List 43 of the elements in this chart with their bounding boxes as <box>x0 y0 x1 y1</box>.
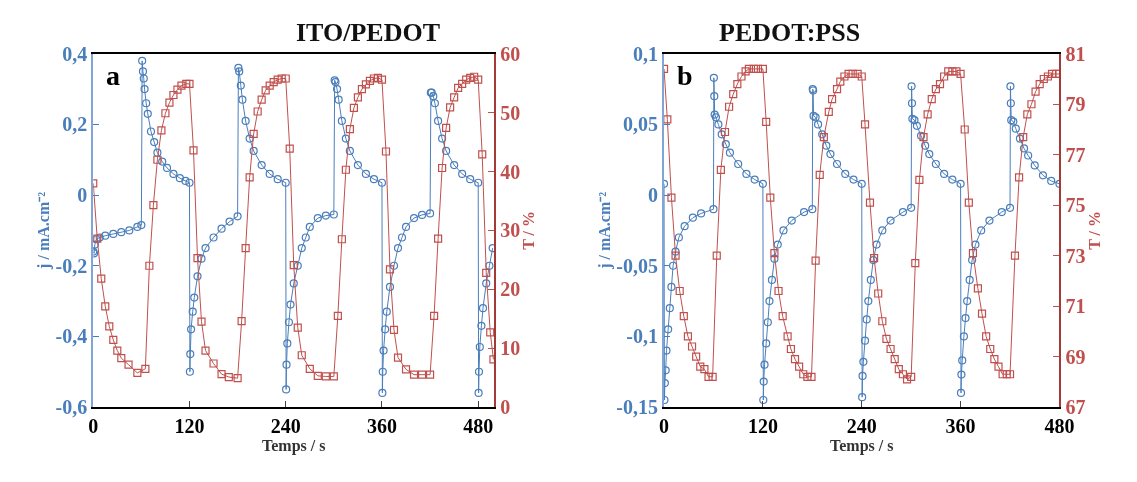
x-tick-label: 240 <box>846 415 877 438</box>
x-tick-label: 240 <box>270 415 301 438</box>
x-tick-label: 120 <box>747 415 778 438</box>
y-axis-title: j / mA.cm⁻² <box>34 191 53 270</box>
x-axis-title: Temps / s <box>830 437 894 456</box>
y2-tick-label: 0 <box>500 396 511 419</box>
x-tick-label: 360 <box>945 415 976 438</box>
y2-tick-label: 10 <box>500 337 521 360</box>
y-tick-label: -0,05 <box>616 254 659 277</box>
y2-tick-label: 30 <box>500 219 521 242</box>
y2-axis-title: T / % <box>520 211 538 250</box>
annotation: a <box>106 60 120 91</box>
y2-tick-label: 71 <box>1065 295 1086 318</box>
y-tick-label: -0,6 <box>55 396 88 419</box>
y-tick-label: -0,1 <box>626 325 659 348</box>
y2-tick-label: 50 <box>500 101 521 124</box>
y-tick-label: -0,15 <box>616 396 659 419</box>
y2-tick-label: 69 <box>1065 345 1086 368</box>
chart-title: PEDOT:PSS <box>719 18 861 47</box>
annotation: b <box>677 60 693 91</box>
y2-axis-title: T / % <box>1085 211 1103 250</box>
x-tick-label: 360 <box>366 415 397 438</box>
y-tick-label: 0,4 <box>62 42 88 65</box>
y-tick-label: -0,2 <box>55 254 88 277</box>
y-tick-label: 0 <box>648 184 659 207</box>
y-tick-label: 0,05 <box>623 113 659 136</box>
x-axis-title: Temps / s <box>262 437 326 456</box>
chart-title: ITO/PEDOT <box>296 18 441 47</box>
y-tick-label: -0,4 <box>55 325 88 348</box>
x-tick-label: 120 <box>174 415 205 438</box>
y2-tick-label: 79 <box>1065 93 1086 116</box>
y2-tick-label: 40 <box>500 160 521 183</box>
y2-tick-label: 73 <box>1065 244 1086 267</box>
y2-tick-label: 77 <box>1065 143 1086 166</box>
x-tick-label: 480 <box>463 415 494 438</box>
y2-tick-label: 60 <box>500 42 521 65</box>
y2-tick-label: 75 <box>1065 194 1086 217</box>
y-tick-label: 0,1 <box>633 42 659 65</box>
y2-tick-label: 20 <box>500 278 521 301</box>
y-axis-title: j / mA.cm⁻² <box>595 191 614 270</box>
y-tick-label: 0,2 <box>62 113 88 136</box>
y2-tick-label: 81 <box>1065 42 1086 65</box>
y-tick-label: 0 <box>77 184 88 207</box>
